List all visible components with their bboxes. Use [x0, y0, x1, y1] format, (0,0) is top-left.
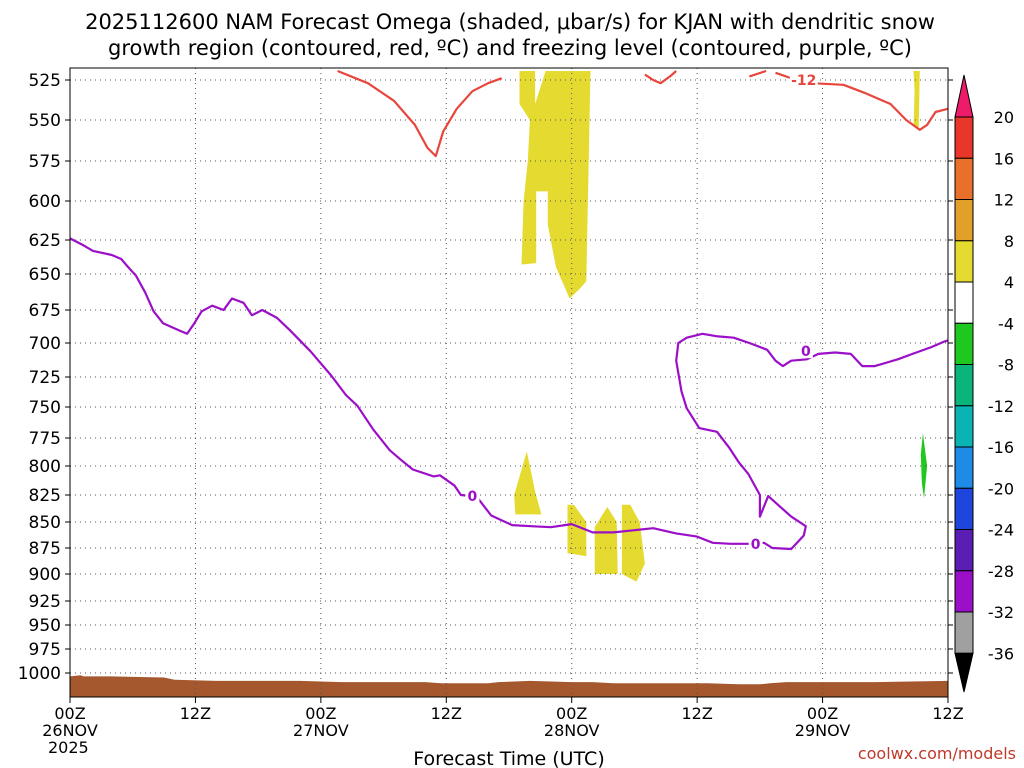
x-tick-label-12-0: 12Z	[180, 704, 211, 723]
y-tick-label-700: 700	[29, 334, 61, 354]
colorbar-label-7: -12	[988, 397, 1014, 416]
colorbar-label-3: 8	[1004, 232, 1014, 251]
y-tick-label-825: 825	[29, 486, 61, 506]
x-axis-title: Forecast Time (UTC)	[413, 748, 604, 768]
colorbar-label-6: -8	[998, 356, 1014, 375]
colorbar-swatch-4	[954, 240, 974, 283]
colorbar-label-5: -4	[998, 314, 1014, 333]
dgz-contour-segment-1	[644, 70, 677, 85]
y-tick-label-950: 950	[29, 616, 61, 636]
credit-text: coolwx.com/models	[858, 744, 1016, 763]
freezing-level-label-1: 0	[751, 537, 761, 553]
y-tick-label-575: 575	[29, 152, 61, 172]
omega-region-0	[519, 71, 591, 299]
dgz-contour-segment-4	[812, 82, 948, 131]
contours	[70, 69, 948, 551]
colorbar-label-11: -28	[988, 562, 1014, 581]
colorbar-label-0: 20	[994, 108, 1014, 127]
terrain	[70, 675, 948, 697]
colorbar-swatch-11	[954, 529, 974, 572]
colorbar-label-9: -20	[988, 479, 1014, 498]
x-tick-label-48-1: 28NOV	[544, 721, 600, 740]
dgz-label-bg	[789, 73, 818, 87]
y-tick-label-850: 850	[29, 513, 61, 533]
chart-title-line2: growth region (contoured, red, ºC) and f…	[108, 36, 912, 60]
y-tick-label-800: 800	[29, 457, 61, 477]
y-tick-label-750: 750	[29, 398, 61, 418]
omega-region-1	[913, 71, 920, 129]
omega-region-5	[621, 504, 645, 582]
y-tick-label-525: 525	[29, 71, 61, 91]
dgz-contour-segment-2	[749, 69, 767, 78]
x-tick-label-72-0: 00Z	[807, 704, 838, 723]
colorbar-swatch-6	[954, 322, 974, 366]
freezing-level-label-0: 0	[468, 489, 478, 505]
colorbar-label-1: 16	[994, 149, 1014, 168]
colorbar-swatch-10	[954, 487, 974, 531]
colorbar-swatch-3	[954, 199, 974, 242]
omega-region-4	[594, 506, 618, 574]
x-tick-label-0-2: 2025	[48, 738, 89, 757]
colorbar-bottom-arrow	[954, 652, 974, 693]
colorbar-swatch-1	[954, 116, 974, 159]
y-tick-label-600: 600	[29, 192, 61, 212]
colorbar-label-4: 4	[1004, 273, 1014, 292]
y-tick-label-625: 625	[29, 231, 61, 251]
dgz-contour-label: -12	[791, 73, 816, 89]
x-tick-label-72-1: 29NOV	[795, 721, 851, 740]
y-tick-label-725: 725	[29, 368, 61, 388]
colorbar-swatch-12	[954, 570, 974, 613]
y-tick-label-675: 675	[29, 301, 61, 321]
omega-region-6	[920, 433, 928, 499]
colorbar-label-2: 12	[994, 191, 1014, 210]
colorbar-label-12: -32	[988, 603, 1014, 622]
x-tick-label-84-0: 12Z	[932, 704, 963, 723]
freezing-level-label-2-bg	[798, 343, 813, 359]
x-tick-label-36-0: 12Z	[431, 704, 462, 723]
x-tick-label-24-0: 00Z	[305, 704, 336, 723]
x-tick-label-48-0: 00Z	[556, 704, 587, 723]
y-axis: 525 550 575 600 625 650 675 700 725 750 775 800 825 8…	[18, 71, 953, 684]
y-tick-label-650: 650	[29, 265, 61, 285]
colorbar: 20 16 12 8 4 -4 -8 -12 -16 -20 -24 -28 -32 -36	[954, 74, 1014, 693]
freezing-level-label-2: 0	[801, 344, 811, 360]
x-tick-label-24-1: 27NOV	[293, 721, 349, 740]
freezing-level-label-1-bg	[748, 535, 763, 551]
plot-frame	[69, 67, 949, 698]
x-tick-label-0-1: 26NOV	[42, 721, 98, 740]
y-tick-label-900: 900	[29, 565, 61, 585]
colorbar-label-13: -36	[988, 644, 1014, 663]
colorbar-swatch-7	[954, 364, 974, 407]
y-tick-label-775: 775	[29, 429, 61, 449]
x-tick-label-0-0: 00Z	[54, 704, 85, 723]
colorbar-swatch-5	[954, 281, 974, 324]
y-tick-label-925: 925	[29, 592, 61, 612]
y-tick-label-550: 550	[29, 111, 61, 131]
colorbar-swatch-13	[954, 611, 974, 654]
colorbar-label-8: -16	[988, 438, 1014, 457]
y-tick-label-875: 875	[29, 539, 61, 559]
y-tick-label-1000: 1000	[18, 664, 61, 684]
colorbar-swatch-8	[954, 405, 974, 448]
x-tick-label-60-0: 12Z	[681, 704, 712, 723]
colorbar-swatch-2	[954, 157, 974, 201]
omega-region-2	[514, 451, 542, 515]
colorbar-swatch-9	[954, 446, 974, 489]
dgz-contour-segment-0	[337, 69, 503, 158]
freezing-level-label-0-bg	[465, 488, 480, 504]
y-tick-label-975: 975	[29, 640, 61, 660]
freezing-level-segment-0	[70, 237, 948, 551]
colorbar-label-10: -24	[988, 521, 1014, 540]
terrain-fill	[70, 675, 948, 697]
chart-title-line1: 2025112600 NAM Forecast Omega (shaded, μ…	[85, 10, 935, 34]
